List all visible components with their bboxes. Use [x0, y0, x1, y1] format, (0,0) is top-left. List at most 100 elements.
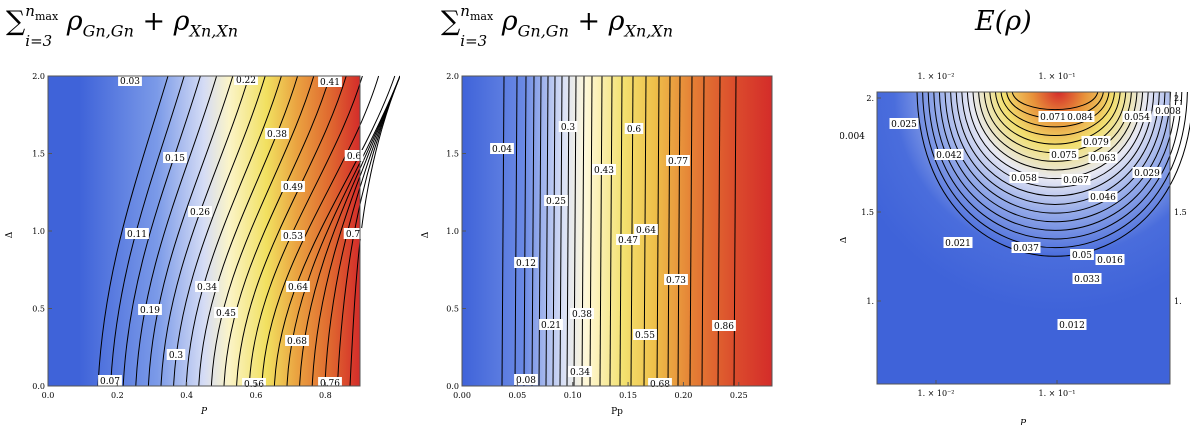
contour-label-box	[1081, 136, 1111, 147]
y-axis-label: Δ	[5, 231, 15, 238]
contour-line	[545, 75, 549, 387]
contour-label: 0.47	[618, 236, 638, 246]
contour-label-box	[490, 143, 514, 154]
contour-label-box	[514, 374, 538, 385]
contour-label: 0.34	[570, 368, 590, 378]
contour-label-box	[514, 257, 538, 268]
x-tick-label: 0.0	[42, 391, 55, 400]
contour-label: 0.08	[516, 376, 536, 386]
y-axis-label: Δ	[421, 231, 431, 238]
contour-line	[955, 91, 1155, 197]
contour-label-box	[138, 304, 162, 315]
contour-line	[514, 75, 518, 387]
contour-label: 0.05	[1072, 251, 1092, 261]
contour-line	[501, 75, 505, 387]
contour-label: 0.53	[283, 232, 303, 242]
y-tick-label: 1.0	[446, 227, 459, 236]
contour-label: 0.64	[636, 226, 656, 236]
contour-label-box	[1095, 254, 1125, 265]
contour-label-box	[616, 234, 640, 245]
contour-label: 0.07	[100, 377, 120, 387]
contour-line	[223, 75, 331, 387]
contour-label-box	[840, 130, 867, 141]
x-tick-label: 0.25	[730, 391, 748, 400]
panel3-title: E(ρ)	[975, 6, 1032, 37]
contour-line	[160, 75, 250, 387]
contour-label-box	[1065, 111, 1095, 122]
contour-line	[552, 75, 556, 387]
x-axis-label: P	[200, 407, 208, 417]
contour-label-box	[188, 206, 212, 217]
contour-label: 0.26	[190, 208, 210, 218]
contour-label: 0.64	[288, 283, 308, 293]
contour-line	[349, 75, 400, 387]
contour-label-box	[286, 281, 310, 292]
contour-label-box	[1153, 105, 1183, 116]
contour-label: 0.56	[244, 380, 264, 390]
contour-label: 0.079	[1083, 138, 1109, 148]
contour-label-box	[934, 149, 964, 160]
y-tick-label: 1.5	[861, 208, 874, 217]
contour-label-box	[163, 152, 187, 163]
contour-line	[236, 75, 347, 387]
contour-line	[927, 91, 1183, 240]
contour-line	[689, 75, 693, 387]
contour-label: 0.77	[668, 157, 688, 167]
x-tick-label: 0.15	[619, 391, 637, 400]
contour-label-box	[118, 75, 142, 86]
contour-label-box	[1009, 172, 1039, 183]
contour-lines	[501, 75, 737, 387]
contour-line	[210, 75, 315, 387]
contour-label: 0.037	[1013, 244, 1039, 254]
contour-label-box	[1057, 319, 1087, 330]
contour-line	[324, 75, 400, 387]
contour-label: 0.016	[1097, 256, 1123, 266]
contour-line	[1011, 91, 1099, 111]
contour-label: 0.3	[169, 351, 184, 361]
contour-line	[994, 91, 1116, 136]
panel2-title: ∑ nmax i=3 ρGn,Gn + ρXn,Xn	[441, 2, 674, 50]
contour-label-box	[281, 230, 305, 241]
x-tick-label: 1. × 10⁻¹	[1038, 389, 1075, 398]
y-tick-label: 0.0	[32, 382, 45, 391]
contour-label-box	[285, 335, 309, 346]
contour-label-box	[1122, 111, 1152, 122]
contour-label: 0.76	[320, 379, 340, 389]
contour-label: 0.19	[140, 306, 160, 316]
contour-label: 0.12	[516, 259, 536, 269]
panel3-chart: 0.071 0.084 0.054 0.008 0.004 0.025 0.079 0.042…	[840, 72, 1190, 425]
contour-labels: 0.170.510.810.30.60.040.430.770.250.640.…	[490, 121, 736, 390]
contour-line	[531, 75, 535, 387]
contour-line	[916, 91, 1190, 257]
contour-line	[656, 75, 660, 387]
x-tick-label-top: 1. × 10⁻¹	[1038, 72, 1075, 81]
contour-label: 0.071	[1040, 113, 1066, 123]
contour-label: 0.34	[197, 283, 217, 293]
contour-label: 0.49	[283, 183, 303, 193]
contour-line	[599, 75, 603, 387]
contour-label-box	[125, 228, 149, 239]
contour-label: 0.38	[267, 130, 287, 140]
contour-label: 0.15	[165, 154, 185, 164]
contour-label: 0.22	[236, 76, 256, 86]
contour-label-box	[1061, 174, 1091, 185]
contour-label: 0.68	[287, 337, 307, 347]
contour-label: 0.6	[347, 152, 362, 162]
contour-label: 0.021	[945, 239, 971, 249]
y-tick-label: 0.5	[32, 305, 45, 314]
contour-label-box	[1132, 167, 1162, 178]
contour-label: 0.063	[1090, 154, 1116, 164]
contour-line	[589, 75, 593, 387]
contour-label-box	[570, 308, 594, 319]
contour-label: 0.45	[216, 309, 236, 319]
contour-label: 0.012	[1059, 321, 1085, 331]
panel1-title: ∑ nmax i=3 ρGn,Gn + ρXn,Xn	[6, 2, 239, 50]
contour-label: 0.084	[1067, 113, 1093, 123]
contour-line	[989, 91, 1121, 145]
contour-label: 0.43	[594, 166, 614, 176]
contour-line	[185, 75, 282, 387]
y-tick-label: 2.0	[446, 72, 459, 81]
contour-label: 0.008	[1155, 107, 1181, 117]
x-tick-label: 0.00	[453, 391, 471, 400]
contour-label: 0.075	[1051, 151, 1077, 161]
